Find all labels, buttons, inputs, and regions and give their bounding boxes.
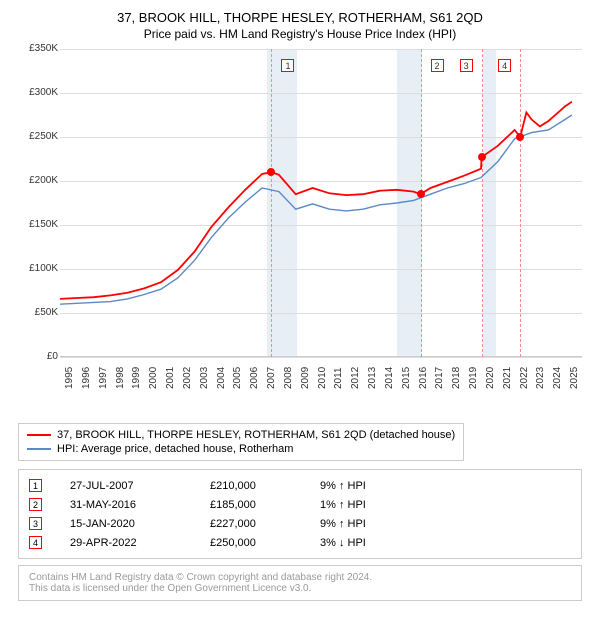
legend-swatch	[27, 434, 51, 436]
x-axis-label: 2010	[317, 367, 328, 389]
sale-point-marker	[478, 153, 486, 161]
sales-table: 127-JUL-2007£210,0009% ↑ HPI231-MAY-2016…	[18, 469, 582, 559]
legend-swatch	[27, 448, 51, 450]
x-axis-label: 2003	[199, 367, 210, 389]
sale-delta: 9% ↑ HPI	[320, 518, 571, 530]
disclaimer-line-1: Contains HM Land Registry data © Crown c…	[29, 572, 571, 583]
y-axis-label: £250K	[18, 131, 58, 142]
x-axis-label: 2013	[367, 367, 378, 389]
x-axis-label: 2019	[468, 367, 479, 389]
x-axis-label: 2004	[216, 367, 227, 389]
legend-label: 37, BROOK HILL, THORPE HESLEY, ROTHERHAM…	[57, 429, 455, 441]
x-axis-label: 2024	[552, 367, 563, 389]
y-axis-label: £150K	[18, 219, 58, 230]
sale-row: 3 15-JAN-2020£227,0009% ↑ HPI	[29, 514, 571, 533]
x-axis-label: 2021	[502, 367, 513, 389]
legend-item: HPI: Average price, detached house, Roth…	[27, 442, 455, 456]
sale-index: 4	[29, 536, 42, 549]
y-axis-label: £200K	[18, 175, 58, 186]
y-axis-label: £350K	[18, 43, 58, 54]
sale-price: £185,000	[210, 499, 320, 511]
series-hpi	[60, 115, 572, 304]
legend-item: 37, BROOK HILL, THORPE HESLEY, ROTHERHAM…	[27, 428, 455, 442]
x-axis-label: 1998	[115, 367, 126, 389]
y-axis-label: £0	[18, 351, 58, 362]
x-axis-label: 2016	[418, 367, 429, 389]
x-axis-label: 2015	[401, 367, 412, 389]
x-axis-label: 2009	[300, 367, 311, 389]
sale-row: 1 27-JUL-2007£210,0009% ↑ HPI	[29, 476, 571, 495]
x-axis-label: 2020	[485, 367, 496, 389]
x-axis-label: 1996	[81, 367, 92, 389]
sale-price: £250,000	[210, 537, 320, 549]
x-axis-label: 2006	[249, 367, 260, 389]
x-axis-label: 1999	[131, 367, 142, 389]
disclaimer: Contains HM Land Registry data © Crown c…	[18, 565, 582, 601]
x-axis-label: 2002	[182, 367, 193, 389]
sale-delta: 1% ↑ HPI	[320, 499, 571, 511]
x-axis-label: 2005	[232, 367, 243, 389]
sale-date: 27-JUL-2007	[70, 480, 210, 492]
chart-area: £0£50K£100K£150K£200K£250K£300K£350K1995…	[18, 49, 582, 389]
x-axis-label: 2001	[165, 367, 176, 389]
sale-price: £227,000	[210, 518, 320, 530]
sale-delta: 3% ↓ HPI	[320, 537, 571, 549]
arrow-icon: ↑	[339, 499, 345, 511]
arrow-icon: ↓	[339, 537, 345, 549]
sale-point-marker	[516, 133, 524, 141]
sale-index: 1	[29, 479, 42, 492]
x-axis-label: 2023	[535, 367, 546, 389]
x-axis-label: 2025	[569, 367, 580, 389]
x-axis-label: 2007	[266, 367, 277, 389]
sale-row: 4 29-APR-2022£250,0003% ↓ HPI	[29, 533, 571, 552]
x-axis-label: 2012	[350, 367, 361, 389]
sale-date: 31-MAY-2016	[70, 499, 210, 511]
legend-label: HPI: Average price, detached house, Roth…	[57, 443, 293, 455]
sale-delta: 9% ↑ HPI	[320, 480, 571, 492]
arrow-icon: ↑	[339, 480, 345, 492]
chart-subtitle: Price paid vs. HM Land Registry's House …	[18, 27, 582, 41]
y-axis-label: £300K	[18, 87, 58, 98]
sale-date: 15-JAN-2020	[70, 518, 210, 530]
x-axis-label: 2011	[333, 367, 344, 389]
disclaimer-line-2: This data is licensed under the Open Gov…	[29, 583, 571, 594]
sale-index: 2	[29, 498, 42, 511]
legend: 37, BROOK HILL, THORPE HESLEY, ROTHERHAM…	[18, 423, 464, 461]
sale-price: £210,000	[210, 480, 320, 492]
arrow-icon: ↑	[339, 518, 345, 530]
x-axis-label: 1995	[64, 367, 75, 389]
chart-title: 37, BROOK HILL, THORPE HESLEY, ROTHERHAM…	[18, 10, 582, 25]
x-axis-label: 1997	[98, 367, 109, 389]
y-axis-label: £100K	[18, 263, 58, 274]
sale-point-marker	[417, 190, 425, 198]
sale-point-marker	[267, 168, 275, 176]
y-axis-label: £50K	[18, 307, 58, 318]
series-property	[60, 102, 572, 299]
x-axis-label: 2014	[384, 367, 395, 389]
x-axis-label: 2008	[283, 367, 294, 389]
x-axis-label: 2017	[434, 367, 445, 389]
sale-date: 29-APR-2022	[70, 537, 210, 549]
sale-row: 2 31-MAY-2016£185,0001% ↑ HPI	[29, 495, 571, 514]
sale-index: 3	[29, 517, 42, 530]
x-axis-label: 2022	[519, 367, 530, 389]
x-axis-label: 2000	[148, 367, 159, 389]
x-axis-label: 2018	[451, 367, 462, 389]
